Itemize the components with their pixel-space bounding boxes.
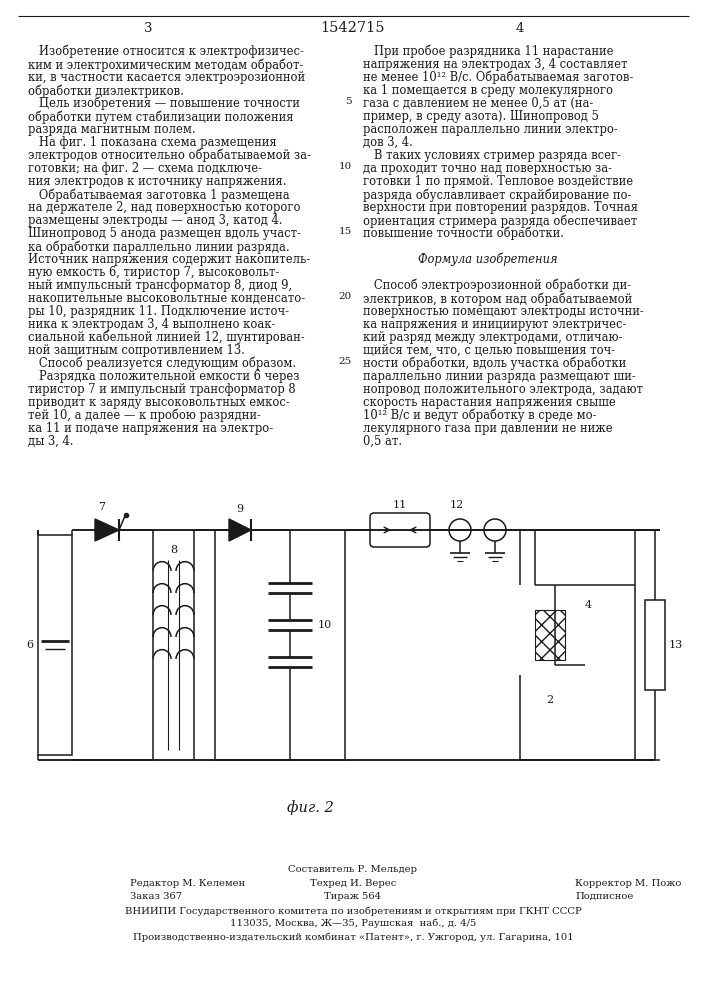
Text: ВНИИПИ Государственного комитета по изобретениям и открытиям при ГКНТ СССР: ВНИИПИ Государственного комитета по изоб…	[124, 906, 581, 916]
Text: нопровод положительного электрода, задают: нопровод положительного электрода, задаю…	[363, 383, 643, 396]
Polygon shape	[95, 519, 119, 541]
Text: электриков, в котором над обрабатываемой: электриков, в котором над обрабатываемой	[363, 292, 632, 306]
Text: обработки путем стабилизации положения: обработки путем стабилизации положения	[28, 110, 293, 123]
Text: Цель изобретения — повышение точности: Цель изобретения — повышение точности	[28, 97, 300, 110]
Bar	[535, 610, 565, 660]
Bar	[645, 600, 665, 690]
Text: 2: 2	[547, 695, 554, 705]
Text: размещены электроды — анод 3, катод 4.: размещены электроды — анод 3, катод 4.	[28, 214, 283, 227]
Text: Техред И. Верес: Техред И. Верес	[310, 879, 396, 888]
Text: ким и электрохимическим методам обработ-: ким и электрохимическим методам обработ-	[28, 58, 303, 72]
Text: 8: 8	[170, 545, 177, 555]
Text: Заказ 367: Заказ 367	[130, 892, 182, 901]
Text: лекулярного газа при давлении не ниже: лекулярного газа при давлении не ниже	[363, 422, 613, 435]
Text: Формула изобретения: Формула изобретения	[418, 253, 558, 266]
Text: 4: 4	[585, 600, 592, 610]
Text: сиальной кабельной линией 12, шунтирован-: сиальной кабельной линией 12, шунтирован…	[28, 331, 305, 344]
Text: 4: 4	[516, 21, 524, 34]
Text: В таких условиях стример разряда всег-: В таких условиях стример разряда всег-	[363, 149, 621, 162]
Text: ности обработки, вдоль участка обработки: ности обработки, вдоль участка обработки	[363, 357, 626, 370]
Text: Изобретение относится к электрофизичес-: Изобретение относится к электрофизичес-	[28, 45, 304, 58]
Text: 5: 5	[346, 97, 352, 106]
Text: ки, в частности касается электроэрозионной: ки, в частности касается электроэрозионн…	[28, 71, 305, 84]
Text: дов 3, 4.: дов 3, 4.	[363, 136, 413, 149]
Text: верхности при повторении разрядов. Точная: верхности при повторении разрядов. Точна…	[363, 201, 638, 214]
Text: напряжения на электродах 3, 4 составляет: напряжения на электродах 3, 4 составляет	[363, 58, 628, 71]
Text: приводит к заряду высоковольтных емкос-: приводит к заряду высоковольтных емкос-	[28, 396, 290, 409]
Text: пример, в среду азота). Шинопровод 5: пример, в среду азота). Шинопровод 5	[363, 110, 599, 123]
Text: 10: 10	[318, 620, 332, 630]
Text: накопительные высоковольтные конденсато-: накопительные высоковольтные конденсато-	[28, 292, 305, 305]
Text: Редактор М. Келемен: Редактор М. Келемен	[130, 879, 245, 888]
Text: 7: 7	[98, 502, 105, 512]
Text: Составитель Р. Мельдер: Составитель Р. Мельдер	[288, 865, 418, 874]
Text: электродов относительно обрабатываемой за-: электродов относительно обрабатываемой з…	[28, 149, 311, 162]
Text: поверхностью помещают электроды источни-: поверхностью помещают электроды источни-	[363, 305, 644, 318]
Text: разряда магнитным полем.: разряда магнитным полем.	[28, 123, 196, 136]
Text: На фиг. 1 показана схема размещения: На фиг. 1 показана схема размещения	[28, 136, 276, 149]
Text: обработки диэлектриков.: обработки диэлектриков.	[28, 84, 184, 98]
Text: Обрабатываемая заготовка 1 размещена: Обрабатываемая заготовка 1 размещена	[28, 188, 290, 202]
Bar	[215, 530, 345, 760]
Text: тей 10, а далее — к пробою разрядни-: тей 10, а далее — к пробою разрядни-	[28, 409, 261, 422]
Text: 0,5 ат.: 0,5 ат.	[363, 435, 402, 448]
Text: газа с давлением не менее 0,5 ат (на-: газа с давлением не менее 0,5 ат (на-	[363, 97, 593, 110]
Text: ния электродов к источнику напряжения.: ния электродов к источнику напряжения.	[28, 175, 286, 188]
Text: Подписное: Подписное	[575, 892, 633, 901]
Text: Способ реализуется следующим образом.: Способ реализуется следующим образом.	[28, 357, 296, 370]
Text: Способ электроэрозионной обработки ди-: Способ электроэрозионной обработки ди-	[363, 279, 631, 292]
Text: 15: 15	[339, 227, 352, 236]
Text: готовки; на фиг. 2 — схема подключе-: готовки; на фиг. 2 — схема подключе-	[28, 162, 262, 175]
Text: Разрядка положительной емкости 6 через: Разрядка положительной емкости 6 через	[28, 370, 300, 383]
Text: разряда обуславливает скрайбирование по-: разряда обуславливает скрайбирование по-	[363, 188, 631, 202]
Bar	[38, 535, 72, 755]
Text: фиг. 2: фиг. 2	[286, 800, 334, 815]
Text: ориентация стримера разряда обеспечивает: ориентация стримера разряда обеспечивает	[363, 214, 637, 228]
Text: ный импульсный трансформатор 8, диод 9,: ный импульсный трансформатор 8, диод 9,	[28, 279, 292, 292]
Text: Производственно-издательский комбинат «Патент», г. Ужгород, ул. Гагарина, 101: Производственно-издательский комбинат «П…	[133, 932, 573, 942]
Text: ды 3, 4.: ды 3, 4.	[28, 435, 74, 448]
Text: Корректор М. Пожо: Корректор М. Пожо	[575, 879, 682, 888]
Text: 11: 11	[393, 500, 407, 510]
Text: 113035, Москва, Ж—35, Раушская  наб., д. 4/5: 113035, Москва, Ж—35, Раушская наб., д. …	[230, 919, 477, 928]
Text: готовки 1 по прямой. Тепловое воздействие: готовки 1 по прямой. Тепловое воздействи…	[363, 175, 633, 188]
Text: ной защитным сопротивлением 13.: ной защитным сопротивлением 13.	[28, 344, 245, 357]
Text: 9: 9	[236, 504, 244, 514]
Text: скорость нарастания напряжения свыше: скорость нарастания напряжения свыше	[363, 396, 616, 409]
Text: 13: 13	[669, 640, 683, 650]
Text: При пробое разрядника 11 нарастание: При пробое разрядника 11 нарастание	[363, 45, 614, 58]
Text: параллельно линии разряда размещают ши-: параллельно линии разряда размещают ши-	[363, 370, 636, 383]
Text: 10¹² В/с и ведут обработку в среде мо-: 10¹² В/с и ведут обработку в среде мо-	[363, 409, 597, 422]
Text: повышение точности обработки.: повышение точности обработки.	[363, 227, 564, 240]
Polygon shape	[229, 519, 251, 541]
Text: 3: 3	[144, 21, 152, 34]
Text: 25: 25	[339, 357, 352, 366]
Text: тиристор 7 и импульсный трансформатор 8: тиристор 7 и импульсный трансформатор 8	[28, 383, 296, 396]
Text: да проходит точно над поверхностью за-: да проходит точно над поверхностью за-	[363, 162, 612, 175]
Text: на держателе 2, над поверхностью которого: на держателе 2, над поверхностью которог…	[28, 201, 300, 214]
Text: 20: 20	[339, 292, 352, 301]
Text: ка 11 и подаче напряжения на электро-: ка 11 и подаче напряжения на электро-	[28, 422, 273, 435]
Text: 12: 12	[450, 500, 464, 510]
Text: ка обработки параллельно линии разряда.: ка обработки параллельно линии разряда.	[28, 240, 290, 253]
Text: щийся тем, что, с целью повышения точ-: щийся тем, что, с целью повышения точ-	[363, 344, 615, 357]
Text: Шинопровод 5 анода размещен вдоль участ-: Шинопровод 5 анода размещен вдоль участ-	[28, 227, 301, 240]
Text: ры 10, разрядник 11. Подключение источ-: ры 10, разрядник 11. Подключение источ-	[28, 305, 289, 318]
Text: Источник напряжения содержит накопитель-: Источник напряжения содержит накопитель-	[28, 253, 310, 266]
Text: Тираж 564: Тираж 564	[325, 892, 382, 901]
Text: 10: 10	[339, 162, 352, 171]
Circle shape	[449, 519, 471, 541]
Text: расположен параллельно линии электро-: расположен параллельно линии электро-	[363, 123, 618, 136]
Text: 6: 6	[26, 640, 33, 650]
Text: ника к электродам 3, 4 выполнено коак-: ника к электродам 3, 4 выполнено коак-	[28, 318, 275, 331]
Text: кий разряд между электродами, отличаю-: кий разряд между электродами, отличаю-	[363, 331, 622, 344]
Text: ка напряжения и инициируют электричес-: ка напряжения и инициируют электричес-	[363, 318, 626, 331]
Text: ка 1 помещается в среду молекулярного: ка 1 помещается в среду молекулярного	[363, 84, 613, 97]
Text: 1542715: 1542715	[321, 21, 385, 35]
FancyBboxPatch shape	[370, 513, 430, 547]
Circle shape	[484, 519, 506, 541]
Text: не менее 10¹² В/с. Обрабатываемая заготов-: не менее 10¹² В/с. Обрабатываемая загото…	[363, 71, 633, 85]
Text: ную емкость 6, тиристор 7, высоковольт-: ную емкость 6, тиристор 7, высоковольт-	[28, 266, 279, 279]
